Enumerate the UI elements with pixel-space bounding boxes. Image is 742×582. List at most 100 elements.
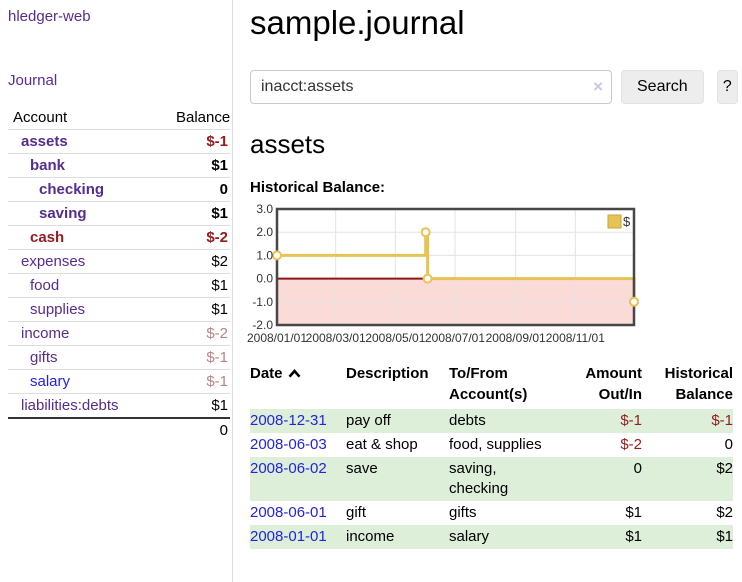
account-row: assets $-1 [8,129,230,154]
account-row: expenses $2 [8,249,230,274]
account-link-bank[interactable]: bank [30,157,66,174]
balance-column-header-register: Historical Balance [664,365,733,403]
help-button[interactable]: ? [716,70,738,104]
svg-text:2.0: 2.0 [256,225,273,239]
transaction-date-link[interactable]: 2008-06-02 [250,460,327,477]
accounts-total-row: 0 [8,418,230,442]
account-balance: $1 [211,301,228,318]
account-link-assets[interactable]: assets [21,133,68,150]
transaction-balance: $-1 [642,409,733,433]
app-title-link[interactable]: hledger-web [8,8,91,25]
main-content: sample.journal × Search ? assets Histori… [234,0,742,559]
svg-text:0.0: 0.0 [256,272,273,286]
historical-balance-chart: $3.0 2.0 1.0 0.0 -1.0 -2.02008/01/012008/03/0… [247,202,639,345]
account-balance: $2 [211,253,228,270]
transaction-row: 2008-06-02 save saving, checking 0 $2 [250,457,733,501]
account-balance: $-1 [206,349,228,366]
account-balance: $-1 [206,373,228,390]
legend-swatch [607,214,622,229]
accounts-table: Account Balance assets $-1 bank $1 checking 0… [8,106,230,442]
svg-text:2008/03/01: 2008/03/01 [306,331,366,345]
transaction-amount: $-2 [620,436,642,453]
transaction-description: eat & shop [346,436,418,453]
transaction-description: income [346,525,449,549]
transaction-date-link[interactable]: 2008-01-01 [250,528,327,545]
account-balance: $1 [211,277,228,294]
account-row: checking 0 [8,177,230,202]
search-input[interactable] [250,70,612,104]
transaction-accounts: saving, checking [449,457,566,501]
account-link-salary[interactable]: salary [30,373,71,390]
account-row: income $-2 [8,321,230,346]
account-row: food $1 [8,273,230,298]
transaction-row: 2008-12-31 pay off debts $-1 $-1 [250,409,733,433]
account-row: supplies $1 [8,297,230,322]
account-link-liabilities-debts[interactable]: liabilities:debts [21,397,119,414]
account-balance: $-2 [206,229,228,246]
account-row: liabilities:debts $1 [8,393,230,419]
transaction-description: gift [346,504,367,521]
page-title: sample.journal [250,4,465,41]
date-column-header[interactable]: Date [250,361,346,409]
sort-ascending-icon [288,369,300,378]
account-link-income[interactable]: income [21,325,70,342]
transaction-date-link[interactable]: 2008-12-31 [250,412,327,429]
svg-text:2008/05/01: 2008/05/01 [365,331,425,345]
balance-column-header: Balance [176,109,231,126]
account-link-food[interactable]: food [30,277,60,294]
transaction-description: save [346,457,449,501]
svg-text:2008/01/01: 2008/01/01 [247,331,307,345]
svg-text:2008/09/01: 2008/09/01 [486,331,546,345]
register-table-body: 2008-12-31 pay off debts $-1 $-1 2008-06-03 ea… [250,409,733,549]
accounts-column-header: To/From Account(s) [449,365,528,403]
transaction-balance: $2 [642,457,733,501]
account-row: cash $-2 [8,225,230,250]
transaction-accounts: food, supplies [449,436,542,453]
account-balance: $-1 [206,133,228,150]
description-column-header: Description [346,365,429,382]
sidebar: hledger-web Journal Account Balance asse… [0,0,233,582]
svg-text:-2.0: -2.0 [252,318,273,332]
account-row: saving $1 [8,201,230,226]
account-link-supplies[interactable]: supplies [30,301,86,318]
chart-title: Historical Balance: [250,179,386,196]
amount-column-header: Amount Out/In [585,365,642,403]
register-table: Date Description To/From Account(s) Amou… [250,361,733,549]
legend-label: $ [623,214,631,229]
accounts-total-balance: 0 [219,422,228,439]
account-row: bank $1 [8,153,230,178]
svg-text:2008/11/01: 2008/11/01 [546,331,605,345]
svg-text:3.0: 3.0 [256,202,273,216]
account-link-gifts[interactable]: gifts [30,349,58,366]
sidebar-item-journal[interactable]: Journal [8,72,58,89]
account-balance: $-2 [206,325,228,342]
transaction-date-link[interactable]: 2008-06-03 [250,436,327,453]
transaction-row: 2008-06-03 eat & shop food, supplies $-2 0 [250,433,733,457]
transaction-accounts: salary [449,525,566,549]
search-button[interactable]: Search [621,70,704,104]
account-link-cash[interactable]: cash [30,229,65,246]
transaction-description: pay off [346,409,449,433]
account-column-header: Account [13,109,68,126]
transaction-amount: $1 [625,504,642,521]
transaction-amount: $1 [566,525,642,549]
account-balance: $1 [211,205,228,222]
account-balance: $1 [211,157,228,174]
account-row: salary $-1 [8,369,230,394]
accounts-table-body: assets $-1 bank $1 checking 0 saving $1 cash $-2 e… [8,129,230,419]
account-balance: 0 [219,181,228,198]
transaction-row: 2008-06-01 gift gifts $1 $2 [250,501,733,525]
transaction-balance: $2 [716,504,733,521]
transaction-amount: 0 [566,457,642,501]
accounts-table-header: Account Balance [8,106,230,130]
transaction-row: 2008-01-01 income salary $1 $1 [250,525,733,549]
clear-search-icon[interactable]: × [593,77,603,96]
transaction-balance: 0 [724,436,733,453]
transaction-accounts: debts [449,409,566,433]
account-link-saving[interactable]: saving [39,205,87,222]
account-balance: $1 [211,397,228,414]
account-link-checking[interactable]: checking [39,181,105,198]
account-row: gifts $-1 [8,345,230,370]
account-link-expenses[interactable]: expenses [21,253,86,270]
transaction-date-link[interactable]: 2008-06-01 [250,504,327,521]
